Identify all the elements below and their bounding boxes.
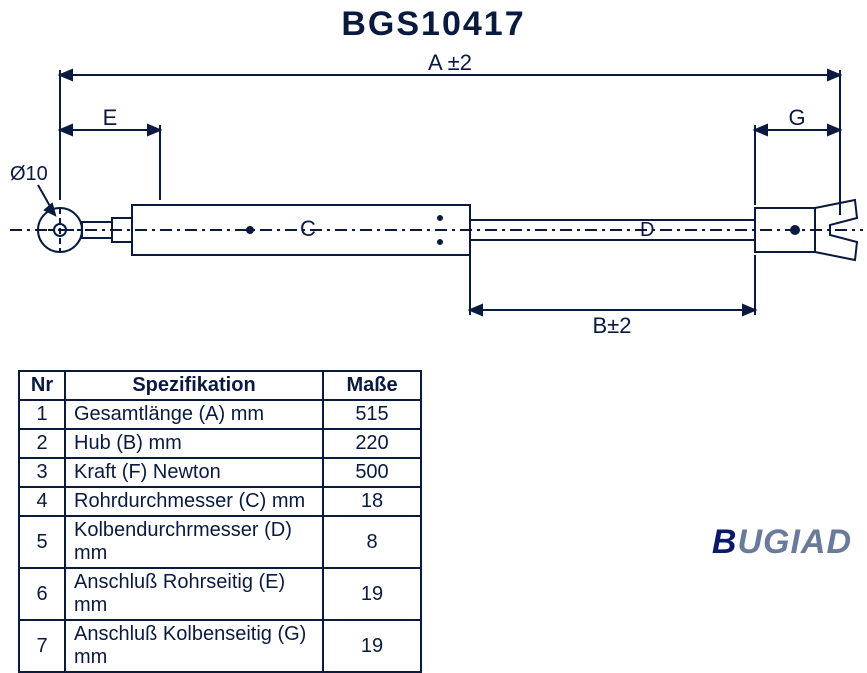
diameter-label: Ø10 <box>10 163 48 185</box>
logo-first-letter: B <box>712 523 738 561</box>
table-row: 2 Hub (B) mm 220 <box>19 429 421 458</box>
table-row: 1 Gesamtlänge (A) mm 515 <box>19 400 421 429</box>
table-row: 5 Kolbendurchrmesser (D) mm 8 <box>19 516 421 568</box>
col-spec: Spezifikation <box>65 371 323 400</box>
table-row: 7 Anschluß Kolbenseitig (G) mm 19 <box>19 620 421 672</box>
dim-b-label: B±2 <box>593 313 632 338</box>
dim-e-label: E <box>103 105 118 130</box>
logo-rest: UGIAD <box>737 523 852 561</box>
table-row: 4 Rohrdurchmesser (C) mm 18 <box>19 487 421 516</box>
label-c: C <box>300 216 316 241</box>
dim-g-label: G <box>788 105 805 130</box>
dim-a-label: A ±2 <box>428 50 472 75</box>
table-row: 6 Anschluß Rohrseitig (E) mm 19 <box>19 568 421 620</box>
brand-logo: BUGIAD <box>712 523 852 562</box>
specification-table: Nr Spezifikation Maße 1 Gesamtlänge (A) … <box>18 370 422 673</box>
table-row: 3 Kraft (F) Newton 500 <box>19 458 421 487</box>
technical-drawing: A ±2 E G Ø10 C <box>0 0 867 370</box>
col-nr: Nr <box>19 371 65 400</box>
col-mass: Maße <box>323 371 421 400</box>
